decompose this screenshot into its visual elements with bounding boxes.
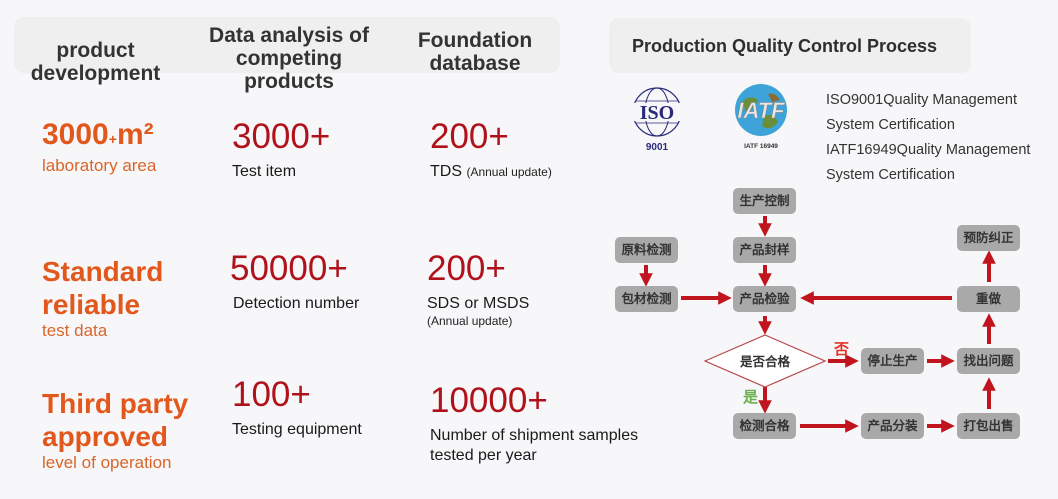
stat-detection-number: 50000+ Detection number — [230, 250, 359, 314]
stat-label: TDS — [430, 163, 462, 180]
section-title: Production Quality Control Process — [632, 36, 938, 56]
value-plus: + — [108, 131, 117, 147]
stat-value: 100+ — [232, 375, 311, 414]
certification-line: System Certification — [826, 117, 955, 133]
certification-line: IATF16949Quality Management — [826, 142, 1031, 158]
highlight-line: Standard — [42, 256, 164, 287]
flow-node-product-inspection: 产品检验 — [733, 286, 796, 312]
stat-label: Test item — [232, 163, 297, 180]
flow-node-product-sealing: 产品封样 — [733, 237, 796, 263]
header-line: Data analysis of — [209, 24, 369, 47]
flow-node-raw-material-test: 原料检测 — [615, 237, 678, 263]
flow-decision-qualified: 是否合格 — [739, 354, 790, 369]
flow-node-prevent-correct: 预防纠正 — [957, 225, 1020, 251]
flow-node-pack-and-sell: 打包出售 — [957, 413, 1020, 439]
svg-text:9001: 9001 — [646, 142, 669, 153]
flow-node-rework: 重做 — [957, 286, 1020, 312]
highlight-subtitle: level of operation — [42, 453, 172, 472]
iatf-logo: IATF IATF 16949 — [728, 82, 794, 152]
stat-shipment-samples: 10000+ Number of shipment samples tested… — [430, 382, 638, 466]
stat-test-items: 3000+ Test item — [232, 118, 330, 182]
stat-label: SDS or MSDS — [427, 295, 530, 312]
stat-value: 10000+ — [430, 381, 548, 420]
flow-label-no: 否 — [834, 340, 850, 358]
stat-label: Number of shipment samples — [430, 427, 639, 444]
header-line: products — [244, 70, 334, 93]
value-number: 3000 — [42, 118, 109, 151]
stat-testing-equipment: 100+ Testing equipment — [232, 376, 362, 440]
stat-tds: 200+ TDS (Annual update) — [430, 118, 552, 182]
flow-node-stop-production: 停止生产 — [861, 348, 924, 374]
highlight-standard-reliable: Standard reliable test data — [42, 255, 163, 341]
highlight-subtitle: test data — [42, 321, 108, 340]
stat-note: (Annual update) — [427, 314, 513, 328]
svg-text:ISO: ISO — [640, 102, 674, 124]
header-banner-right — [609, 18, 971, 73]
header-line: development — [30, 62, 161, 85]
highlight-value: 3000+m² — [42, 118, 156, 156]
value-unit: m² — [116, 118, 154, 151]
flow-node-production-control: 生产控制 — [733, 188, 796, 214]
iatf-globe-icon: IATF IATF 16949 — [735, 84, 787, 150]
header-line: product — [56, 39, 135, 62]
svg-text:IATF 16949: IATF 16949 — [744, 143, 778, 150]
stat-value: 200+ — [427, 249, 506, 288]
column-header-foundation-database: Foundation database — [400, 29, 550, 75]
iso-logo: ISO 9001 — [622, 82, 692, 154]
column-header-product-development: product development — [18, 39, 173, 85]
column-header-competing-analysis: Data analysis of competing products — [195, 24, 383, 93]
svg-text:IATF: IATF — [737, 98, 785, 123]
highlight-line: reliable — [42, 289, 141, 320]
certification-line: ISO9001Quality Management — [826, 92, 1018, 108]
stat-label: Detection number — [233, 295, 360, 312]
flow-label-yes: 是 — [743, 388, 759, 406]
stat-value: 3000+ — [232, 117, 331, 156]
header-line: database — [429, 52, 521, 75]
highlight-line: Third party — [42, 388, 189, 419]
iso-globe-icon: ISO 9001 — [628, 87, 686, 153]
flow-node-find-problem: 找出问题 — [957, 348, 1020, 374]
highlight-subtitle: laboratory area — [42, 156, 157, 175]
highlight-lab-area: 3000+m² laboratory area — [42, 118, 156, 176]
flow-node-test-passed: 检测合格 — [733, 413, 796, 439]
header-line: competing — [235, 47, 343, 70]
stat-note: (Annual update) — [466, 165, 552, 179]
certification-line: System Certification — [826, 167, 955, 183]
header-line: Foundation — [417, 29, 533, 52]
header-banner-left — [14, 17, 560, 73]
highlight-third-party: Third party approved level of operation — [42, 387, 188, 473]
stat-value: 200+ — [430, 117, 509, 156]
stat-label: Testing equipment — [232, 421, 362, 438]
stat-label: tested per year — [430, 447, 537, 464]
stat-value: 50000+ — [230, 249, 348, 288]
flow-node-packaging-test: 包材检测 — [615, 286, 678, 312]
stat-sds-msds: 200+ SDS or MSDS (Annual update) — [427, 249, 530, 329]
flow-node-product-packaging: 产品分装 — [861, 413, 924, 439]
highlight-line: approved — [42, 421, 169, 452]
certification-list: ISO9001Quality Management System Certifi… — [826, 88, 1030, 188]
